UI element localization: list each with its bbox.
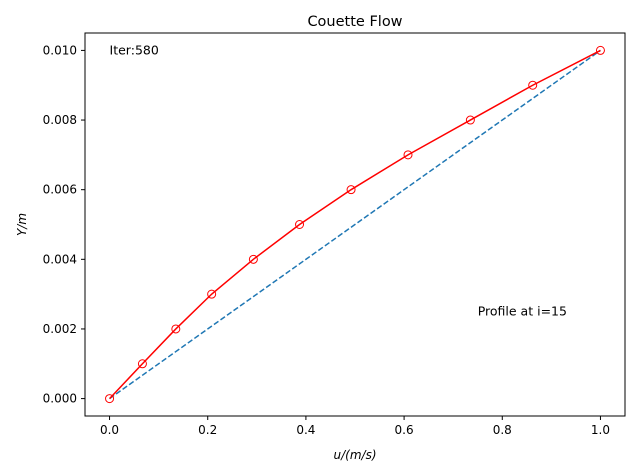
x-tick-label: 0.0 [100, 423, 119, 437]
annotation-text: Iter:580 [110, 42, 159, 57]
data-point [248, 254, 258, 264]
data-point [465, 115, 475, 125]
chart-title: Couette Flow [307, 14, 402, 30]
data-point [171, 324, 181, 334]
series-line-1 [109, 49, 601, 400]
x-tick-label: 0.2 [198, 423, 217, 437]
y-tick-label: 0.010 [43, 43, 77, 57]
series-line-0 [109, 49, 601, 400]
x-tick-label: 1.0 [591, 423, 610, 437]
y-axis-ticks: 0.000 0.002 0.004 0.006 0.008 0.010 [43, 43, 85, 406]
data-point [403, 150, 413, 160]
annotations: Iter:580 Profile at i=15 [110, 42, 567, 318]
x-tick-label: 0.6 [395, 423, 414, 437]
data-point [346, 185, 356, 195]
y-tick-label: 0.008 [43, 113, 77, 127]
x-tick-label: 0.8 [493, 423, 512, 437]
axes [84, 32, 626, 417]
data-point [207, 289, 217, 299]
y-tick-label: 0.006 [43, 183, 77, 197]
annotation-text: Profile at i=15 [478, 304, 567, 319]
plot-frame [84, 32, 626, 417]
data-point [595, 45, 605, 55]
series-layer [105, 45, 605, 404]
data-point [528, 80, 538, 90]
y-tick-label: 0.004 [43, 252, 77, 266]
data-point [137, 359, 147, 369]
y-tick-label: 0.002 [43, 322, 77, 336]
x-axis-ticks: 0.0 0.2 0.4 0.6 0.8 1.0 [100, 416, 610, 437]
data-point [295, 220, 305, 229]
data-point [105, 394, 115, 404]
y-axis-label: Y/m [15, 213, 29, 236]
y-tick-label: 0.000 [43, 392, 77, 406]
x-tick-label: 0.4 [296, 423, 315, 437]
x-axis-label: u/(m/s) [334, 448, 377, 462]
